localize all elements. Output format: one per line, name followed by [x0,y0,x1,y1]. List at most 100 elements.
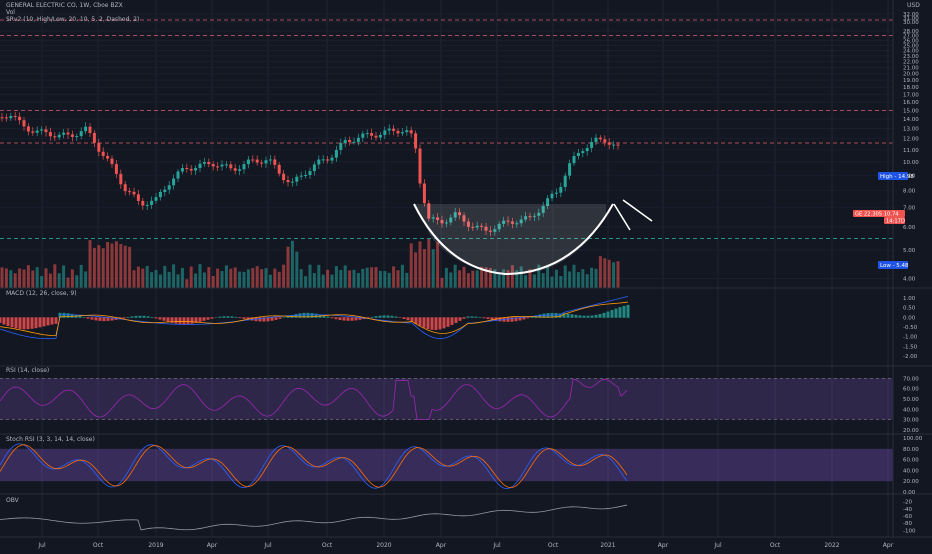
candle-body [343,139,347,143]
volume-bar [590,267,594,288]
candle-body [229,164,233,169]
macd-histogram-bar [602,312,606,318]
volume-bar [453,264,457,288]
volume-bar [497,273,501,288]
candle-body [387,128,391,131]
volume-bar [198,264,202,288]
price-tick-label: 5.00 [903,248,916,254]
candle-body [330,157,334,161]
macd-histogram-bar [582,315,586,318]
volume-bar [405,272,409,288]
candle-body [422,183,426,204]
candle-body [62,132,66,135]
candle-body [185,167,189,169]
volume-bar [92,247,96,288]
candle-body [57,134,61,138]
macd-histogram-bar [314,313,318,318]
candle-body [282,173,286,181]
volume-bar [180,267,184,288]
candle-body [312,164,316,172]
macd-histogram-bar [26,317,30,330]
volume-bar [458,270,462,288]
cup-shade [414,204,606,274]
macd-histogram-bar [298,313,302,318]
candle-body [101,151,105,156]
macd-tick-label: -2.00 [903,354,918,360]
candle-body [84,126,88,132]
currency-label: USD [907,2,920,9]
price-tick-label: 4.00 [903,276,916,282]
candle-body [75,136,79,138]
volume-bar [128,246,132,288]
volume-bar [251,268,255,288]
macd-histogram-bar [102,317,106,322]
price-tick-label: 20.00 [903,72,919,78]
volume-bar [167,271,171,288]
macd-histogram-bar [406,317,410,321]
candle-body [378,134,382,138]
macd-histogram-bar [350,317,354,321]
candle-body [114,164,118,174]
candle-body [180,167,184,172]
candle-body [92,132,96,143]
macd-histogram-bar [154,317,158,319]
candle-body [13,116,17,118]
price-tick-label: 11.00 [903,148,919,154]
candle-body [532,215,536,217]
price-tick-label: 19.00 [903,78,919,84]
volume-bar [594,268,598,288]
volume-bar [546,264,550,288]
candle-body [299,175,303,177]
current-badge-text: GE 22.30S 10.74 [855,212,899,218]
volume-bar [0,267,4,288]
macd-histogram-bar [474,316,478,318]
candle-body [211,164,215,167]
macd-histogram-bar [278,317,282,319]
candle-body [132,191,136,195]
volume-bar [255,266,259,288]
volume-bar [70,269,74,288]
volume-bar [13,273,17,288]
volume-bar [110,243,114,288]
macd-histogram-bar [522,317,526,320]
macd-histogram-bar [18,317,22,329]
low-price-badge: Low - 5.48 [878,261,909,269]
volume-bar [75,275,79,288]
volume-bar [317,264,321,288]
macd-histogram-bar [414,317,418,324]
price-tick-label: 15.00 [903,108,919,114]
volume-bar [321,274,325,288]
macd-histogram-bar [594,314,598,318]
macd-histogram-bar [626,304,630,318]
time-tick-label: 2021 [600,542,615,549]
volume-bar [524,275,528,288]
volume-bar [568,271,572,288]
candle-body [172,178,176,186]
volume-bar [268,274,272,288]
price-tick-label: 13.00 [903,127,919,133]
volume-bar [308,264,312,288]
rsi-line [0,378,628,421]
candle-body [326,159,330,161]
candles-layer [0,111,620,237]
candle-body [497,223,501,230]
time-tick-label: 2022 [824,542,839,549]
candle-body [409,130,413,134]
price-tick-label: 27.00 [903,34,919,40]
volume-bar [136,266,140,288]
time-tick-label: Jul [37,542,46,549]
handle-upper-line [622,199,653,222]
candle-body [365,133,369,135]
macd-histogram-bar [606,311,610,318]
macd-histogram-bar [14,317,18,329]
volume-bar [207,267,211,288]
volume-bar [22,269,26,288]
price-tick-label: 21.00 [903,66,919,72]
volume-bar [53,264,57,288]
stoch-tick-label: 40.00 [903,468,919,474]
macd-histogram-bar [310,313,314,318]
volume-bar [510,265,514,288]
candle-body [370,133,374,136]
